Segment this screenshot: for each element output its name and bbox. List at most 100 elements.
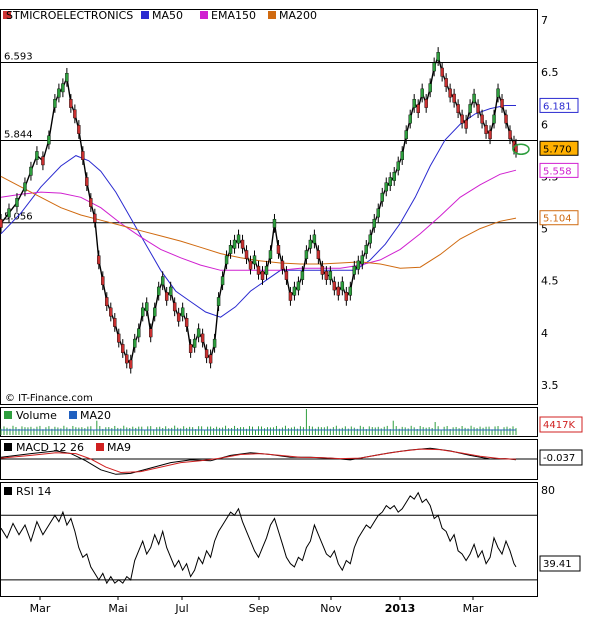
price-candle-body — [408, 114, 412, 124]
price-candle-body — [464, 119, 468, 129]
price-ytick-label: 4.5 — [541, 275, 559, 288]
price-candle-body — [504, 114, 508, 124]
price-candle-body — [224, 255, 229, 265]
price-candle-body — [332, 281, 337, 291]
volume-legend: Volume MA20 — [4, 409, 111, 422]
legend-swatch-rsi — [4, 487, 12, 495]
price-candle-body — [276, 245, 281, 254]
price-candle-body — [280, 260, 285, 270]
price-candle-body — [284, 271, 289, 280]
price-candle-body — [416, 104, 420, 114]
price-candle-body — [41, 156, 45, 166]
price-candle-body — [47, 135, 51, 145]
macd-last-value: -0.037 — [539, 449, 583, 466]
price-candle-body — [73, 109, 77, 119]
rsi-panel-frame — [0, 482, 538, 597]
price-candle-body — [176, 312, 181, 322]
price-candle-body — [296, 281, 301, 291]
x-tick-label: 2013 — [385, 602, 416, 615]
price-candle-body — [388, 177, 392, 187]
price-candle-body — [133, 338, 137, 348]
price-candle-body — [484, 125, 488, 134]
series-line-rsi — [0, 491, 517, 585]
price-candle-body — [452, 93, 456, 103]
legend-label-rsi: RSI 14 — [16, 485, 51, 498]
price-candle-body — [168, 286, 173, 296]
price-candle-body — [396, 161, 400, 171]
price-candle-body — [336, 286, 341, 296]
price-candle-body — [312, 234, 317, 244]
price-candle-body — [400, 151, 404, 160]
price-candle-body — [460, 114, 464, 124]
price-candle-body — [113, 318, 117, 327]
price-candle-body — [29, 166, 33, 176]
price-candle-body — [196, 328, 201, 338]
price-candle-body — [160, 276, 165, 286]
price-candle-body — [117, 333, 121, 343]
x-tick-label: Sep — [249, 602, 270, 615]
legend-label-macd-ma9: MA9 — [107, 441, 131, 454]
legend-swatch-macd-ma9 — [96, 443, 104, 451]
price-candle-body — [360, 255, 364, 265]
price-candle-body — [260, 271, 265, 280]
price-candle-body — [288, 291, 293, 301]
rsi-ytick-label: 80 — [541, 484, 555, 497]
price-candle-body — [496, 88, 500, 98]
legend-swatch-ma200 — [268, 11, 276, 19]
price-candle-body — [97, 255, 101, 265]
price-candle-body — [101, 276, 105, 286]
price-candle-body — [372, 218, 376, 228]
price-candle-body — [89, 198, 93, 207]
last-value-label-ma200: 5.104 — [543, 214, 572, 225]
x-tick-label: Mar — [30, 602, 51, 615]
volume-last-value: 4417K — [539, 416, 583, 433]
price-candle-body — [328, 271, 333, 280]
price-candle-body — [180, 307, 185, 317]
price-candle-body — [65, 72, 69, 82]
price-candle-body — [292, 286, 297, 296]
price-candle-body — [432, 62, 436, 72]
last-value-label-ma50: 6.181 — [543, 101, 572, 112]
series-line-ma50 — [0, 105, 516, 318]
chart-title: STMICROELECTRONICS — [6, 9, 133, 22]
price-legend: STMICROELECTRONICS MA50 EMA150 MA200 — [3, 9, 317, 22]
price-candle-body — [35, 151, 39, 160]
price-candle-body — [15, 198, 19, 207]
series-line-ema150 — [0, 169, 517, 271]
price-candle-body — [480, 114, 484, 124]
price-candle-body — [129, 359, 133, 369]
volume-last-value-box — [539, 416, 583, 433]
price-candle-body — [172, 302, 177, 312]
volume-panel-frame — [0, 407, 538, 437]
last-value-label-price: 5.770 — [543, 144, 572, 155]
price-candle-body — [340, 281, 345, 291]
price-candle-body — [248, 260, 253, 270]
legend-label-macd: MACD 12 26 — [16, 441, 84, 454]
price-ytick-label: 6 — [541, 118, 548, 131]
price-candle-body — [109, 307, 113, 317]
price-candle-body — [472, 93, 476, 103]
last-value-box-price — [539, 140, 579, 156]
price-candle-body — [268, 250, 273, 260]
price-candle-body — [61, 83, 65, 93]
price-candle-body — [125, 354, 129, 364]
price-candle-body — [53, 99, 57, 108]
price-candle-body — [93, 213, 97, 223]
price-ytick-label: 4 — [541, 327, 548, 340]
legend-label-ma200: MA200 — [279, 9, 317, 22]
price-candle-body — [488, 130, 492, 140]
price-candle-body — [228, 245, 233, 254]
price-candle-body — [141, 307, 145, 317]
price-candle-body — [272, 218, 277, 228]
legend-swatch-volume-ma20 — [69, 411, 77, 419]
price-candle-body — [440, 67, 444, 77]
price-candle-body — [380, 192, 384, 202]
last-value-box-ma50 — [539, 97, 579, 113]
price-candle-body — [428, 83, 432, 93]
legend-label-volume-ma20: MA20 — [80, 409, 111, 422]
price-candle-body — [404, 130, 408, 140]
legend-label-volume: Volume — [16, 409, 57, 422]
price-candle-body — [476, 104, 480, 114]
legend-swatch-macd — [4, 443, 12, 451]
